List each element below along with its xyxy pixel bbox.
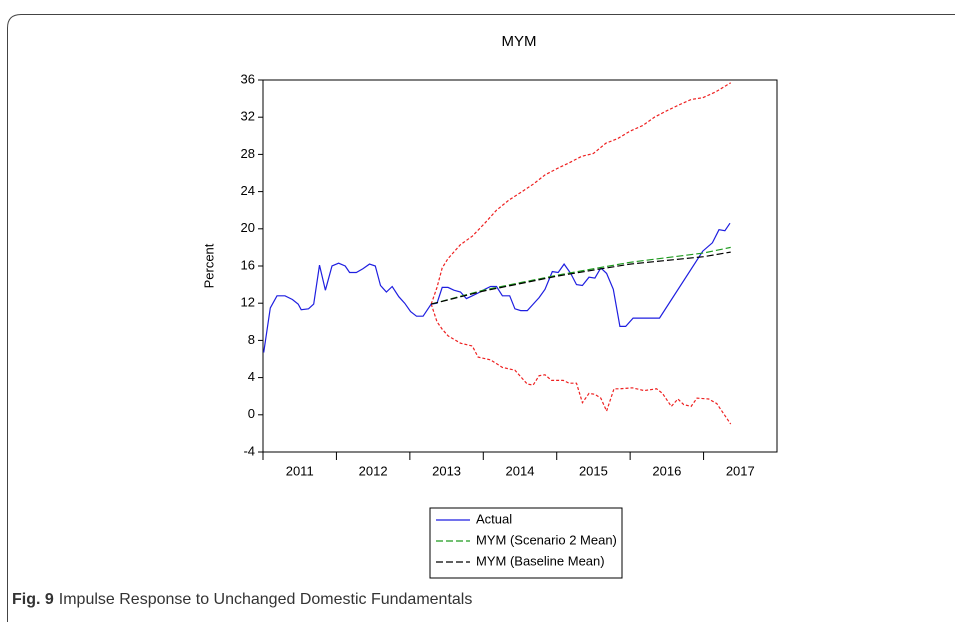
caption-label: Fig. 9 <box>12 591 54 608</box>
forecast-band <box>430 82 732 305</box>
series-line <box>431 246 731 305</box>
x-tick-label: 2014 <box>506 463 535 478</box>
x-tick-label: 2015 <box>579 463 608 478</box>
y-tick-label: 0 <box>248 406 255 421</box>
y-tick-label: 28 <box>241 146 255 161</box>
forecast-band <box>430 303 732 425</box>
y-tick-label: -4 <box>243 443 255 458</box>
y-tick-label: 16 <box>241 257 255 272</box>
x-tick-label: 2013 <box>432 463 461 478</box>
x-tick-label: 2016 <box>652 463 681 478</box>
y-tick-label: 8 <box>248 332 255 347</box>
y-tick-label: 4 <box>248 369 255 384</box>
x-tick-label: 2012 <box>359 463 388 478</box>
y-tick-label: 12 <box>241 295 255 310</box>
x-tick-label: 2011 <box>286 463 314 478</box>
y-tick-label: 36 <box>241 71 255 86</box>
series-line <box>431 251 731 305</box>
legend-label: Actual <box>476 511 512 526</box>
plot-frame <box>262 79 778 453</box>
legend-label: MYM (Scenario 2 Mean) <box>476 532 617 547</box>
legend-label: MYM (Baseline Mean) <box>476 553 605 568</box>
chart-title: MYM <box>502 33 537 50</box>
y-tick-label: 24 <box>241 183 255 198</box>
caption: Fig. 9 Impulse Response to Unchanged Dome… <box>12 591 472 608</box>
y-tick-label: 20 <box>241 220 255 235</box>
caption-text: Impulse Response to Unchanged Domestic F… <box>59 591 473 608</box>
y-tick-label: 32 <box>241 109 255 124</box>
figure-frame <box>7 14 955 622</box>
x-tick-label: 2017 <box>726 463 755 478</box>
y-axis-label: Percent <box>201 243 216 288</box>
series-line <box>263 222 731 353</box>
